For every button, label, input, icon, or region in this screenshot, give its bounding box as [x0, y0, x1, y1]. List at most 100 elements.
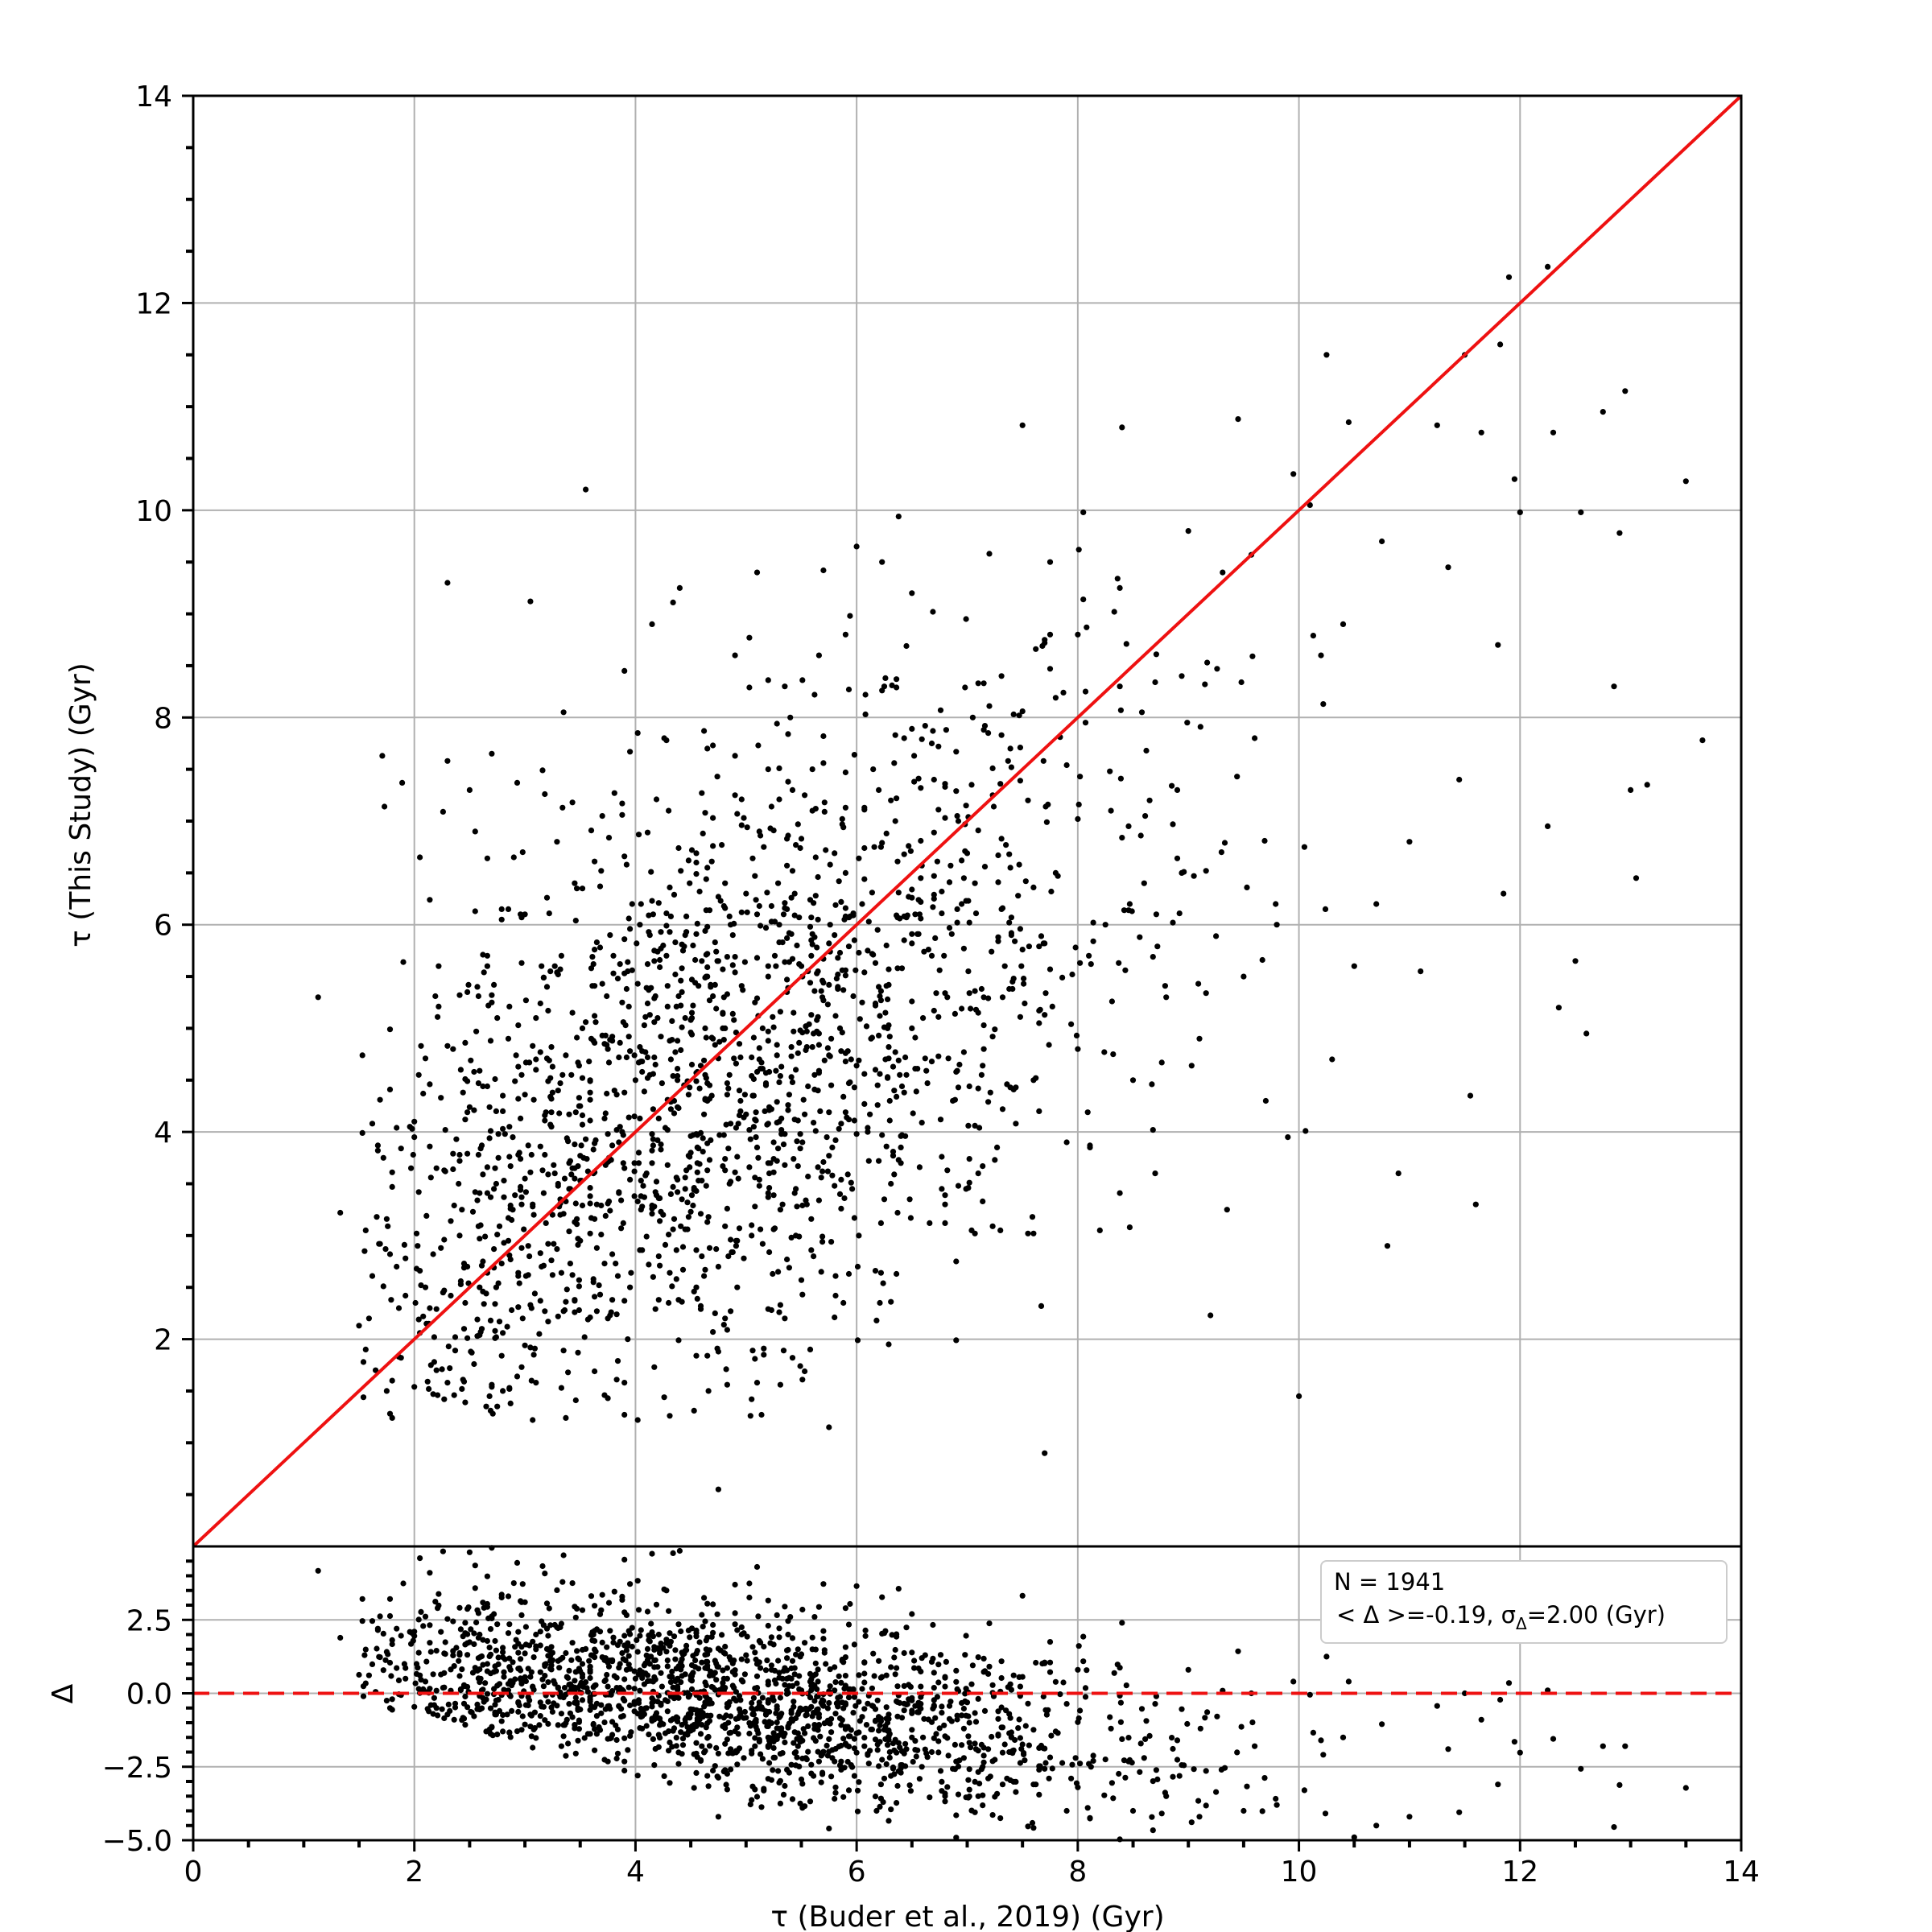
main-data-point — [927, 1220, 933, 1226]
main-data-point — [1152, 679, 1158, 686]
residual-data-point — [500, 1645, 506, 1651]
residual-data-point — [845, 1695, 852, 1701]
residual-data-point — [663, 1649, 670, 1655]
main-data-point — [771, 952, 778, 959]
main-data-point — [539, 963, 545, 969]
main-data-point — [826, 1153, 832, 1159]
main-data-point — [770, 1226, 777, 1232]
residual-data-point — [1012, 1736, 1018, 1744]
residual-data-point — [1323, 1653, 1330, 1660]
main-data-point — [706, 907, 713, 914]
residual-data-point — [691, 1722, 697, 1728]
main-data-point — [838, 1048, 844, 1055]
residual-data-point — [493, 1647, 500, 1653]
main-data-point — [853, 543, 860, 550]
main-data-point — [892, 732, 898, 738]
residual-data-point — [823, 1661, 829, 1667]
main-data-point — [704, 745, 711, 752]
residual-data-point — [859, 1686, 865, 1692]
residual-data-point — [794, 1736, 800, 1742]
main-data-point — [1633, 875, 1640, 881]
residual-data-point — [389, 1707, 395, 1713]
residual-data-point — [746, 1580, 753, 1587]
residual-data-point — [995, 1708, 1001, 1715]
residual-data-point — [627, 1581, 634, 1587]
main-data-point — [700, 830, 706, 836]
main-data-point — [1129, 908, 1135, 914]
main-data-point — [631, 1160, 638, 1166]
residual-data-point — [780, 1791, 787, 1798]
main-data-point — [649, 1160, 655, 1166]
main-data-point — [560, 1348, 567, 1354]
main-data-point — [682, 1015, 688, 1022]
main-data-point — [667, 1191, 675, 1197]
residual-data-point — [542, 1673, 548, 1679]
residual-data-point — [923, 1750, 930, 1757]
legend-stats-text: < Δ >=-0.19, σΔ=2.00 (Gyr) — [1336, 1601, 1666, 1633]
residual-data-point — [980, 1744, 987, 1751]
main-data-point — [902, 1054, 909, 1061]
residual-data-point — [1249, 1719, 1256, 1726]
main-data-point — [1137, 832, 1144, 839]
residual-data-point — [599, 1639, 605, 1645]
main-data-point — [789, 1355, 796, 1361]
residual-data-point — [687, 1728, 694, 1734]
residual-data-point — [431, 1695, 438, 1701]
main-data-point — [462, 1299, 469, 1307]
main-data-point — [828, 1082, 835, 1088]
residual-data-point — [442, 1639, 448, 1645]
residual-data-point — [651, 1664, 658, 1670]
residual-data-point — [874, 1747, 881, 1753]
residual-data-point — [651, 1716, 658, 1723]
residual-data-point — [726, 1699, 733, 1705]
residual-data-point — [605, 1659, 611, 1666]
residual-data-point — [572, 1678, 578, 1684]
main-data-point — [782, 959, 788, 965]
residual-data-point — [844, 1742, 850, 1748]
main-data-point — [737, 1097, 744, 1104]
residual-data-point — [826, 1825, 832, 1831]
main-data-point — [537, 1049, 543, 1055]
residual-data-point — [869, 1703, 875, 1709]
main-data-point — [773, 1067, 779, 1074]
residual-data-point — [682, 1719, 688, 1726]
main-data-point — [733, 1237, 740, 1244]
residual-data-point — [942, 1674, 948, 1681]
main-data-point — [807, 1346, 814, 1352]
main-data-point — [586, 1059, 592, 1065]
residual-data-point — [560, 1733, 567, 1740]
main-data-point — [489, 1384, 495, 1390]
main-data-point — [909, 998, 915, 1005]
main-data-point — [756, 1183, 762, 1189]
main-data-point — [460, 1089, 466, 1096]
main-data-point — [872, 960, 879, 966]
residual-data-point — [820, 1628, 827, 1634]
residual-data-point — [412, 1680, 419, 1686]
main-data-point — [847, 613, 853, 619]
residual-data-point — [743, 1715, 749, 1721]
main-data-point — [675, 1176, 681, 1183]
main-data-point — [531, 1290, 539, 1297]
main-data-point — [1108, 998, 1115, 1005]
main-data-point — [906, 894, 912, 900]
residual-data-point — [411, 1703, 418, 1710]
main-data-point — [773, 963, 779, 969]
residual-data-point — [716, 1686, 723, 1694]
main-data-point — [930, 609, 936, 615]
main-data-point — [530, 1096, 537, 1103]
main-data-point — [865, 1158, 872, 1164]
main-data-point — [1213, 933, 1220, 939]
main-data-point — [444, 758, 451, 764]
main-data-point — [861, 969, 868, 976]
residual-data-point — [1202, 1715, 1208, 1721]
main-data-point — [548, 1257, 555, 1264]
main-data-point — [592, 1140, 598, 1146]
residual-data-point — [976, 1781, 983, 1787]
main-data-point — [1046, 1042, 1052, 1048]
residual-data-point — [621, 1556, 628, 1563]
main-data-point — [687, 1084, 693, 1091]
main-data-point — [729, 932, 736, 939]
main-data-point — [852, 967, 859, 973]
main-data-point — [891, 1171, 898, 1178]
